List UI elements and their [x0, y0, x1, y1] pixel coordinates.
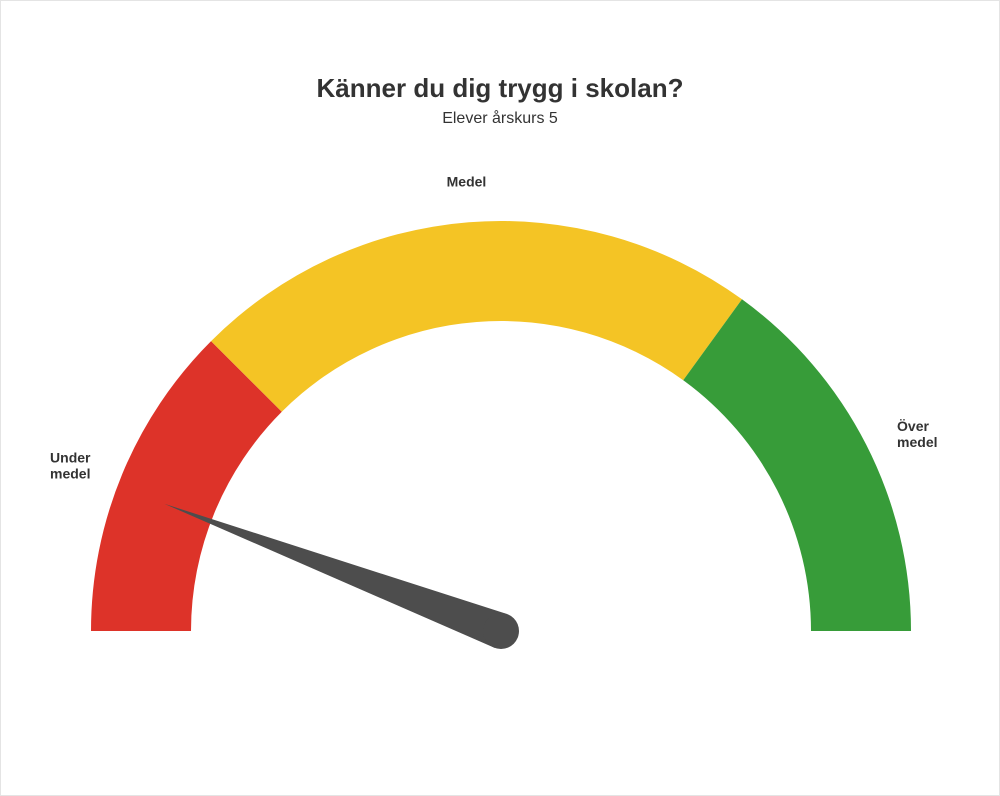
- gauge-segment-1: [211, 221, 742, 412]
- gauge-needle-hub: [483, 613, 519, 649]
- gauge-container: Undermedel Medel Övermedel: [1, 151, 999, 795]
- chart-titles: Känner du dig trygg i skolan? Elever års…: [1, 73, 999, 128]
- gauge-segment-label-0: Undermedel: [50, 450, 91, 482]
- chart-subtitle: Elever årskurs 5: [1, 110, 999, 128]
- chart-frame: Känner du dig trygg i skolan? Elever års…: [0, 0, 1000, 796]
- gauge-segment-2: [683, 299, 911, 631]
- gauge-segment-label-2: Övermedel: [897, 418, 937, 450]
- gauge-segment-0: [91, 341, 282, 631]
- gauge-segment-label-1: Medel: [447, 173, 487, 189]
- gauge-svg: Undermedel Medel Övermedel: [1, 151, 1000, 791]
- gauge-needle: [164, 504, 507, 648]
- chart-title: Känner du dig trygg i skolan?: [1, 73, 999, 104]
